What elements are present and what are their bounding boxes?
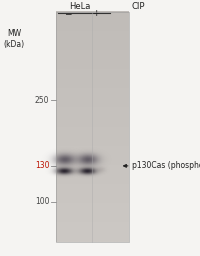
Text: HeLa: HeLa xyxy=(68,2,90,11)
Text: −: − xyxy=(64,9,71,18)
Text: 130: 130 xyxy=(35,161,49,170)
Text: p130Cas (phospho Tyr165): p130Cas (phospho Tyr165) xyxy=(131,161,200,170)
Text: MW
(kDa): MW (kDa) xyxy=(3,29,25,49)
Text: +: + xyxy=(91,9,99,18)
Text: 100: 100 xyxy=(35,197,49,206)
Bar xyxy=(56,12,128,242)
Text: CIP: CIP xyxy=(131,2,144,11)
Text: 250: 250 xyxy=(35,96,49,105)
